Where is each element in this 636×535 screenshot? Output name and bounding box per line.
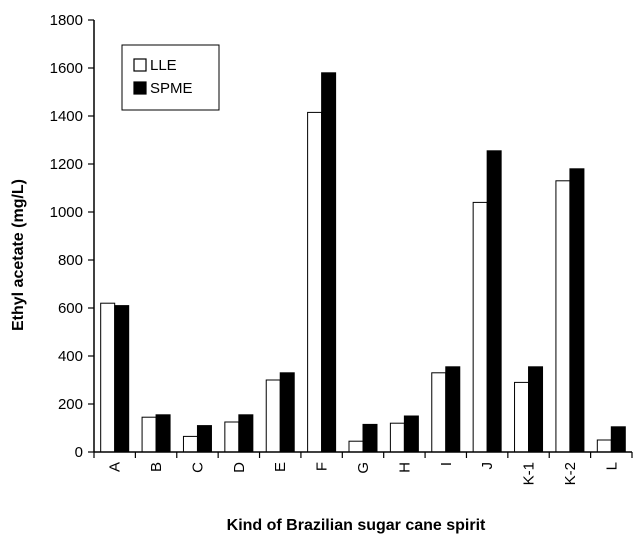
x-tick-label: L (603, 462, 620, 470)
y-tick-label: 1600 (50, 60, 83, 77)
bar-lle-l (596, 439, 612, 453)
x-tick-label: E (272, 462, 289, 472)
y-axis-title: Ethyl acetate (mg/L) (10, 179, 27, 331)
y-tick-label: 200 (58, 396, 83, 413)
x-tick-label: G (355, 462, 372, 474)
bars (100, 72, 626, 453)
y-tick-label: 800 (58, 252, 83, 269)
y-tick-label: 0 (75, 444, 83, 461)
x-tick-label: D (231, 462, 248, 473)
bar-spme-b (155, 414, 171, 453)
y-tick-label: 1800 (50, 12, 83, 29)
bar-lle-e (265, 379, 281, 453)
bar-spme-h (403, 415, 419, 453)
bar-spme-g (362, 423, 378, 453)
x-tick-label: H (396, 462, 413, 473)
bar-lle-h (389, 422, 405, 453)
y-tick-label: 1400 (50, 108, 83, 125)
bar-lle-b (141, 416, 157, 453)
bar-spme-a (114, 305, 130, 453)
bar-spme-e (279, 372, 295, 453)
bar-lle-j (472, 201, 488, 453)
x-axis-ticks: A B C D E F G H I J K-1 K-2 L (93, 452, 633, 485)
x-axis-title: Kind of Brazilian sugar cane spirit (227, 517, 486, 534)
bar-spme-l (610, 426, 626, 453)
bar-spme-d (238, 414, 254, 453)
bar-lle-k-2 (555, 180, 571, 453)
bar-lle-a (100, 302, 116, 453)
bar-spme-f (321, 72, 337, 453)
bar-spme-j (486, 150, 502, 453)
x-tick-label: A (107, 462, 124, 472)
y-tick-label: 1200 (50, 156, 83, 173)
legend-label-lle: LLE (150, 57, 177, 74)
x-tick-label: K-2 (562, 462, 579, 485)
bar-lle-i (431, 372, 447, 453)
y-tick-label: 600 (58, 300, 83, 317)
x-tick-label: J (479, 462, 496, 470)
bar-lle-c (182, 435, 198, 453)
bar-spme-k-2 (569, 168, 585, 453)
x-tick-label: K-1 (521, 462, 538, 485)
legend-swatch-spme (133, 81, 147, 95)
legend-box (121, 44, 220, 111)
y-tick-label: 400 (58, 348, 83, 365)
bar-lle-k-1 (514, 381, 530, 453)
legend: LLE SPME (121, 44, 220, 111)
bar-lle-d (224, 421, 240, 453)
bar-lle-f (307, 111, 323, 453)
bar-spme-i (445, 366, 461, 453)
x-tick-label: I (438, 462, 455, 466)
x-tick-label: B (148, 462, 165, 472)
bar-spme-k-1 (528, 366, 544, 453)
x-tick-label: F (314, 462, 331, 471)
y-axis-ticks: 0 200 400 600 800 1000 1200 1400 1600 1800 (50, 12, 94, 461)
y-tick-label: 1000 (50, 204, 83, 221)
bar-spme-c (196, 425, 212, 453)
bar-lle-g (348, 440, 364, 453)
legend-label-spme: SPME (150, 80, 193, 97)
legend-swatch-lle (133, 58, 147, 72)
x-tick-label: C (189, 462, 206, 473)
